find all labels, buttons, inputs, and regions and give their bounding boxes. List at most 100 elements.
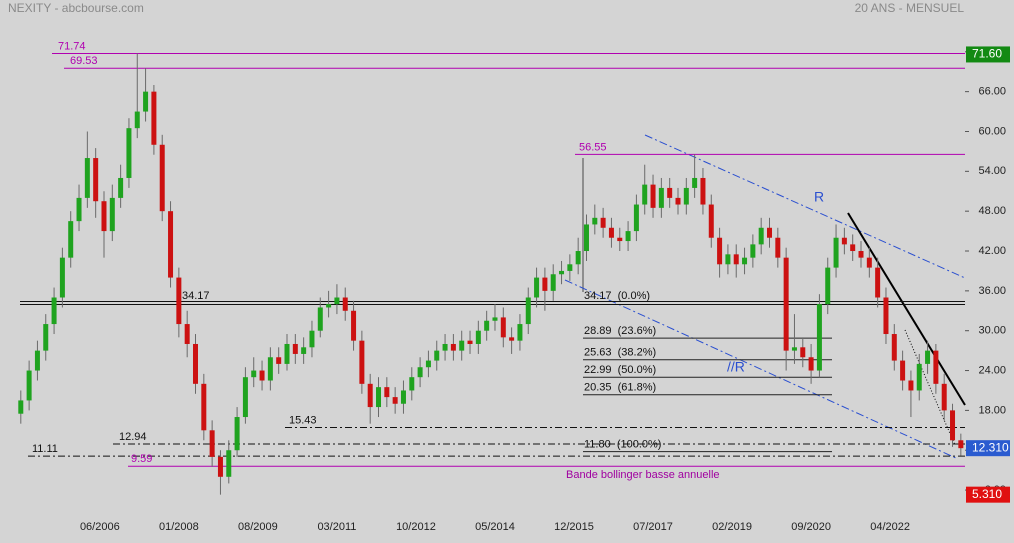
candle-body <box>43 324 49 351</box>
trend-line <box>847 212 966 406</box>
fib-label: 11.80 (100.0%) <box>584 438 661 450</box>
candle-body <box>742 257 748 265</box>
candle-body <box>201 383 207 431</box>
price-tag <box>966 46 1010 63</box>
level-label: 9.59 <box>131 453 152 465</box>
candle-body <box>475 330 481 344</box>
level-label: 11.11 <box>32 443 58 455</box>
candle-body <box>866 257 872 268</box>
price-tag-label: 71.60 <box>972 47 1002 61</box>
candle-body <box>941 383 947 411</box>
candle-body <box>717 237 723 265</box>
level-label: 69.53 <box>70 55 98 67</box>
price-tag-label: 12.310 <box>972 440 1009 454</box>
price-tag <box>966 440 1010 457</box>
candle-body <box>958 440 964 449</box>
candle-body <box>800 347 806 358</box>
candle-body <box>400 390 406 404</box>
candle-body <box>351 310 357 341</box>
fib-label: 28.89 (23.6%) <box>584 325 656 337</box>
candle-body <box>292 343 298 354</box>
candle-body <box>409 377 415 391</box>
candle-body <box>925 350 931 364</box>
level-label: 71.74 <box>58 40 86 52</box>
candle-body <box>76 197 82 222</box>
candle-body <box>559 270 565 275</box>
candle-body <box>234 417 240 451</box>
candle-body <box>775 237 781 258</box>
candle-body <box>525 297 531 325</box>
candle-body <box>159 144 165 212</box>
annotation: R <box>814 189 824 205</box>
candle-body <box>217 456 223 477</box>
candle-body <box>342 297 348 311</box>
x-tick-label: 10/2012 <box>396 521 436 533</box>
x-tick-label: 09/2020 <box>791 521 831 533</box>
candle-body <box>309 330 315 348</box>
y-tick-label: 60.00 <box>978 125 1006 137</box>
candle-body <box>500 317 506 338</box>
resistance-line <box>644 134 966 279</box>
candle-body <box>151 91 157 145</box>
candle-body <box>583 224 589 252</box>
candle-body <box>858 251 864 258</box>
candle-body <box>708 204 714 238</box>
candle-body <box>825 267 831 305</box>
candle-body <box>492 317 498 321</box>
candle-body <box>550 274 556 291</box>
candle-body <box>326 304 332 308</box>
candle-body <box>692 177 698 188</box>
candle-body <box>758 227 764 245</box>
candle-body <box>950 410 956 441</box>
candle-body <box>242 377 248 418</box>
candle-body <box>600 217 606 228</box>
candle-body <box>791 347 797 351</box>
fib-label: 34.17 (0.0%) <box>584 290 650 302</box>
candle-body <box>667 187 673 198</box>
candle-body <box>134 111 140 129</box>
candle-body <box>467 340 473 344</box>
x-tick-label: 12/2015 <box>554 521 594 533</box>
y-tick-label: 24.00 <box>978 364 1006 376</box>
y-tick-label: 54.00 <box>978 165 1006 177</box>
candle-body <box>517 324 523 341</box>
candle-body <box>725 254 731 265</box>
candle-body <box>617 237 623 242</box>
candle-body <box>808 357 814 371</box>
candle-body <box>933 350 939 384</box>
candle-body <box>650 184 656 208</box>
x-tick-label: 05/2014 <box>475 521 515 533</box>
candle-body <box>143 91 149 112</box>
candle-body <box>359 340 365 384</box>
candle-body <box>184 324 190 344</box>
y-tick-label: 18.00 <box>978 404 1006 416</box>
candle-body <box>267 357 273 381</box>
candle-body <box>226 450 232 477</box>
candle-body <box>118 177 124 198</box>
candle-body <box>575 251 581 265</box>
candle-body <box>592 217 598 225</box>
candle-body <box>376 387 382 408</box>
candle-body <box>59 257 65 298</box>
annotation: //R <box>727 359 745 375</box>
candle-body <box>908 380 914 391</box>
candle-body <box>916 363 922 391</box>
candle-body <box>750 244 756 258</box>
candle-body <box>442 343 448 351</box>
y-tick-label: 42.00 <box>978 245 1006 257</box>
candle-body <box>367 383 373 408</box>
x-tick-label: 02/2019 <box>712 521 752 533</box>
candle-body <box>850 244 856 252</box>
candle-body <box>284 343 290 364</box>
candle-body <box>34 350 40 371</box>
candle-body <box>334 297 340 305</box>
price-tag-label: 5.310 <box>972 487 1002 501</box>
candle-body <box>26 370 32 401</box>
candle-body <box>51 297 57 325</box>
candle-body <box>625 231 631 242</box>
candle-body <box>875 267 881 298</box>
candle-body <box>176 277 182 325</box>
x-tick-label: 07/2017 <box>633 521 673 533</box>
candle-body <box>534 277 540 298</box>
